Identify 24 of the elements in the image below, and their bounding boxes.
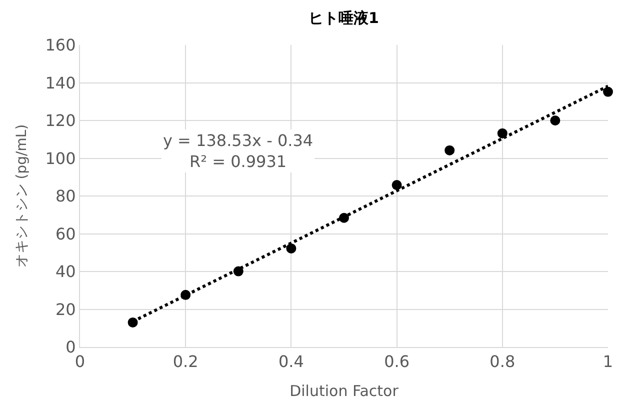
y-tick-label: 60 bbox=[55, 224, 76, 244]
y-tick-label: 120 bbox=[45, 111, 76, 130]
x-axis-title: Dilution Factor bbox=[290, 382, 400, 400]
y-tick-label: 80 bbox=[55, 186, 76, 206]
chart-title: ヒト唾液1 bbox=[308, 8, 379, 27]
point bbox=[286, 243, 296, 254]
y-axis-title: オキシトシン (pg/mL) bbox=[14, 124, 30, 268]
y-tick-label: 160 bbox=[45, 36, 76, 55]
y-tick-label: 100 bbox=[45, 148, 76, 168]
point bbox=[392, 180, 402, 190]
point bbox=[603, 86, 613, 97]
point bbox=[550, 116, 560, 126]
annotation: y = 138.53x - 0.34 R² = 0.9931 bbox=[163, 131, 314, 171]
y-tick-label: 0 bbox=[66, 338, 76, 357]
y-tick-label: 20 bbox=[55, 300, 76, 319]
point bbox=[444, 145, 455, 156]
x-tick-label: 0.6 bbox=[384, 352, 410, 372]
x-tick-label: 1 bbox=[602, 352, 614, 372]
x-tick-label: 0.2 bbox=[172, 352, 198, 372]
y-tick-label: 140 bbox=[45, 73, 76, 92]
y-tick-label: 40 bbox=[55, 262, 76, 282]
point bbox=[497, 128, 508, 138]
x-tick-label: 0.8 bbox=[490, 352, 516, 372]
x-tick-label: 0.4 bbox=[278, 352, 304, 372]
